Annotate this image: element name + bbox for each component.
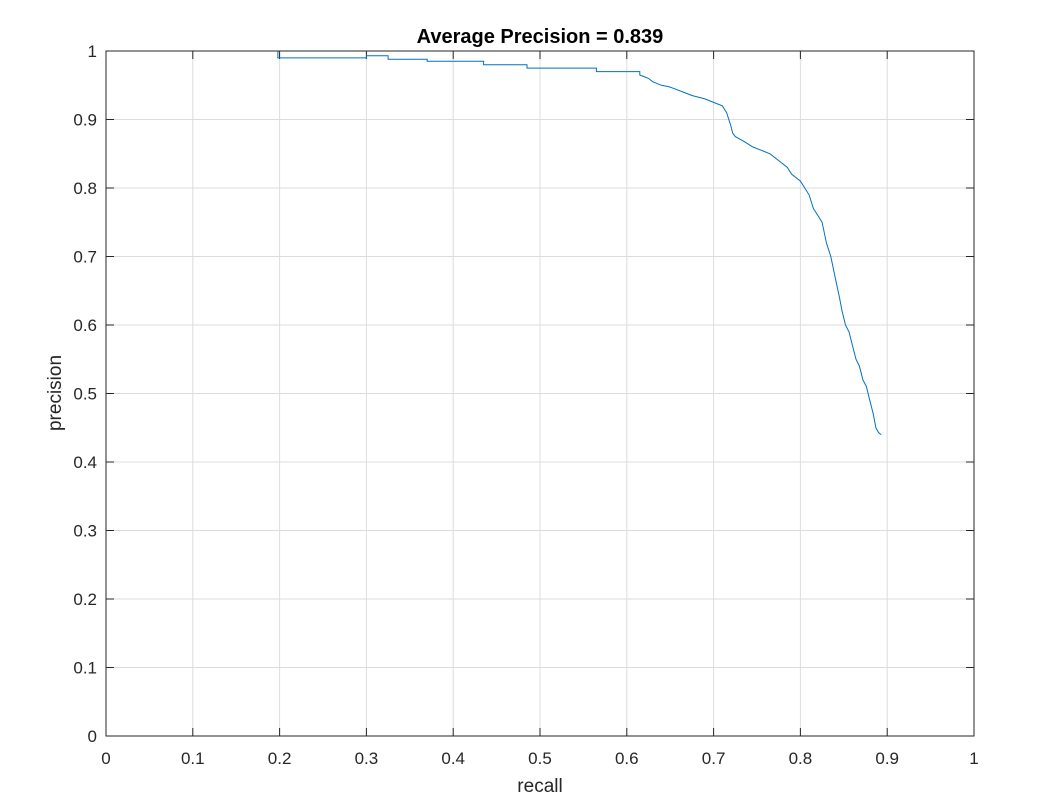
pr-curve-point bbox=[668, 86, 669, 87]
pr-curve-point bbox=[875, 427, 876, 428]
pr-curve-point bbox=[809, 194, 810, 195]
y-tick-label: 0 bbox=[88, 727, 97, 746]
pr-curve-point bbox=[842, 311, 843, 312]
x-tick-label: 1 bbox=[969, 749, 978, 768]
pr-curve-point bbox=[859, 366, 860, 367]
pr-curve-point bbox=[661, 85, 662, 86]
pr-curve-point bbox=[878, 432, 879, 433]
pr-curve-point bbox=[800, 181, 801, 182]
pr-curve-point bbox=[596, 71, 597, 72]
y-tick-label: 0.6 bbox=[73, 316, 97, 335]
pr-curve-point bbox=[743, 141, 744, 142]
pr-curve-point bbox=[427, 59, 428, 60]
pr-curve-point bbox=[791, 174, 792, 175]
pr-curve-point bbox=[735, 136, 736, 137]
y-tick-label: 1 bbox=[88, 42, 97, 61]
pr-curve-point bbox=[639, 71, 640, 72]
x-tick-label: 0.1 bbox=[181, 749, 205, 768]
x-axis-label: recall bbox=[517, 776, 562, 797]
tick-labels: 0 0.1 0.2 0.3 0.4 0.5 0.6 0.7 0.8 0.9 1 0 0.1 0.2 0.3 0… bbox=[73, 42, 978, 768]
x-tick-label: 0.8 bbox=[789, 749, 813, 768]
x-tick-label: 0.6 bbox=[615, 749, 639, 768]
pr-curve-point bbox=[752, 146, 753, 147]
pr-curve-point bbox=[388, 55, 389, 56]
pr-curve-point bbox=[761, 150, 762, 151]
pr-curve-point bbox=[726, 112, 727, 113]
pr-curve-point bbox=[613, 71, 614, 72]
x-tick-label: 0.7 bbox=[702, 749, 726, 768]
pr-curve-point bbox=[778, 160, 779, 161]
pr-curve-point bbox=[366, 55, 367, 56]
pr-curve-point bbox=[277, 57, 278, 58]
pr-curve-point bbox=[722, 105, 723, 106]
series-group bbox=[106, 50, 882, 435]
pr-curve-point bbox=[830, 256, 831, 257]
x-tick-label: 0.5 bbox=[528, 749, 552, 768]
pr-curve-point bbox=[713, 102, 714, 103]
y-tick-label: 0.1 bbox=[73, 659, 97, 678]
pr-curve-point bbox=[526, 64, 527, 65]
chart-title: Average Precision = 0.839 bbox=[417, 26, 664, 48]
pr-curve-point bbox=[596, 68, 597, 69]
pr-curve-point bbox=[526, 68, 527, 69]
pr-curve-point bbox=[845, 325, 846, 326]
pr-curve-point bbox=[704, 98, 705, 99]
pr-curve-point bbox=[862, 379, 863, 380]
pr-curve-point bbox=[849, 331, 850, 332]
pr-curve-point bbox=[770, 153, 771, 154]
pr-curve-point bbox=[787, 167, 788, 168]
pr-curve-point bbox=[822, 222, 823, 223]
pr-curve-point bbox=[691, 95, 692, 96]
pr-curve-point bbox=[388, 59, 389, 60]
plot-frame bbox=[105, 50, 975, 737]
pr-curve-point bbox=[835, 277, 836, 278]
pr-curve-point bbox=[873, 414, 874, 415]
pr-curve-point bbox=[639, 74, 640, 75]
y-tick-label: 0.9 bbox=[73, 111, 97, 130]
y-axis-label: precision bbox=[45, 355, 66, 431]
y-tick-label: 0.4 bbox=[73, 453, 97, 472]
pr-curve-point bbox=[826, 242, 827, 243]
x-tick-label: 0 bbox=[101, 749, 110, 768]
pr-curve-line bbox=[106, 50, 882, 435]
x-tick-label: 0.2 bbox=[268, 749, 292, 768]
y-tick-label: 0.7 bbox=[73, 248, 97, 267]
y-tick-label: 0.8 bbox=[73, 179, 97, 198]
pr-curve-point bbox=[881, 434, 882, 435]
x-tick-label: 0.3 bbox=[355, 749, 379, 768]
pr-curve-point bbox=[557, 68, 558, 69]
pr-curve-point bbox=[839, 297, 840, 298]
pr-curve-point bbox=[483, 61, 484, 62]
pr-curve-point bbox=[813, 208, 814, 209]
pr-curve-point bbox=[732, 133, 733, 134]
pr-curve-point bbox=[866, 386, 867, 387]
x-tick-label: 0.4 bbox=[441, 749, 465, 768]
x-tick-label: 0.9 bbox=[875, 749, 899, 768]
pr-curve-point bbox=[483, 64, 484, 65]
y-tick-label: 0.2 bbox=[73, 590, 97, 609]
pr-curve-point bbox=[366, 57, 367, 58]
pr-curve-point bbox=[869, 400, 870, 401]
pr-curve-point bbox=[648, 78, 649, 79]
pr-curve-point bbox=[674, 88, 675, 89]
pr-curve-point bbox=[461, 61, 462, 62]
pr-curve-point bbox=[852, 345, 853, 346]
pr-curve-point bbox=[855, 359, 856, 360]
pr-curve-point bbox=[427, 61, 428, 62]
y-tick-label: 0.3 bbox=[73, 522, 97, 541]
pr-curve-point bbox=[652, 81, 653, 82]
pr-curve-point bbox=[817, 215, 818, 216]
pr-curve-point bbox=[683, 92, 684, 93]
pr-curve-point bbox=[730, 126, 731, 127]
y-tick-label: 0.5 bbox=[73, 385, 97, 404]
